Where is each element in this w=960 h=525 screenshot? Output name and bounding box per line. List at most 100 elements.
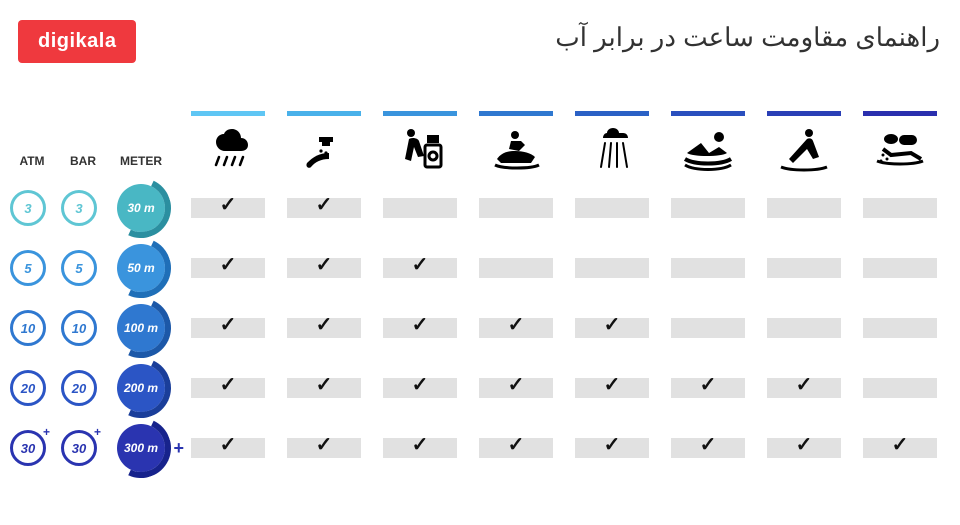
check-icon [287,378,361,398]
row-legend: 3330 m [10,184,180,232]
activity-jetski [468,111,564,178]
check-icon [863,438,937,458]
check-icon [575,378,649,398]
check-icon [479,378,553,398]
empty-cell [671,318,745,338]
check-icon [191,318,265,338]
table-header-row: ATM BAR METER [10,90,950,178]
cell [180,198,276,218]
bar-value: 3 [61,190,97,226]
activity-wash [276,111,372,178]
check-icon [287,258,361,278]
cell [276,318,372,338]
empty-cell [575,258,649,278]
empty-cell [479,258,553,278]
cell [276,198,372,218]
rain-icon [200,122,256,178]
empty-cell [767,258,841,278]
water-resistance-table: ATM BAR METER 3330 m5550 m1010100 m20202… [10,90,950,478]
activity-bar [479,111,553,116]
activity-bar [767,111,841,116]
wash-icon [296,122,352,178]
table-row: 10 10 100 m [10,298,950,358]
check-icon [383,258,457,278]
cell [276,438,372,458]
check-icon [287,318,361,338]
activity-bar [287,111,361,116]
activity-shower [564,111,660,178]
cell [372,378,468,398]
bar-value: 10 [61,310,97,346]
cell [180,438,276,458]
activity-snorkel [756,111,852,178]
check-icon [383,318,457,338]
row-legend: 10 10 100 m [10,304,180,352]
meter-value-wrap: 100 m [112,304,170,352]
meter-value: 300 m [117,424,165,472]
cell [660,438,756,458]
cell [276,258,372,278]
cell [756,258,852,278]
cell [180,378,276,398]
empty-cell [671,198,745,218]
cell [852,318,948,338]
meter-value-wrap: 30 m [112,184,170,232]
empty-cell [863,198,937,218]
check-icon [479,438,553,458]
activity-bar [671,111,745,116]
row-legend: 5550 m [10,244,180,292]
meter-plus: + [173,438,184,459]
activity-scuba [852,111,948,178]
empty-cell [575,198,649,218]
activity-rain [180,111,276,178]
empty-cell [767,318,841,338]
row-legend: 20 20 200 m [10,364,180,412]
cell [276,378,372,398]
empty-cell [479,198,553,218]
cell [372,198,468,218]
atm-value: 5 [10,250,46,286]
activity-bar [575,111,649,116]
atm-value: 20 [10,370,46,406]
empty-cell [383,198,457,218]
page-title: راهنمای مقاومت ساعت در برابر آب [555,22,940,53]
meter-value: 100 m [117,304,165,352]
meter-value-wrap: 200 m [112,364,170,412]
bar-value: 20 [61,370,97,406]
cell [468,258,564,278]
meter-value: 200 m [117,364,165,412]
cell [852,378,948,398]
table-body: 3330 m5550 m1010100 m2020200 m3030300 m+ [10,178,950,478]
empty-cell [671,258,745,278]
cell [660,198,756,218]
check-icon [767,378,841,398]
cell [468,378,564,398]
cell [372,258,468,278]
check-icon [383,438,457,458]
meter-value-wrap: 50 m [112,244,170,292]
activity-bar [383,111,457,116]
check-icon [287,198,361,218]
table-row: 20 20 200 m [10,358,950,418]
empty-cell [863,258,937,278]
check-icon [479,318,553,338]
activity-bar [863,111,937,116]
meter-value: 50 m [117,244,165,292]
check-icon [767,438,841,458]
atm-value: 10 [10,310,46,346]
meter-value: 30 m [117,184,165,232]
row-legend: 3030300 m+ [10,424,180,472]
header-atm: ATM [10,154,54,168]
cell [756,318,852,338]
check-icon [191,258,265,278]
cell [756,198,852,218]
atm-value: 30 [10,430,46,466]
check-icon [191,198,265,218]
activity-swim [660,111,756,178]
empty-cell [767,198,841,218]
check-icon [191,438,265,458]
cell [468,438,564,458]
cell [660,258,756,278]
table-row: 3330 m [10,178,950,238]
brand-logo: digikala [18,20,136,63]
